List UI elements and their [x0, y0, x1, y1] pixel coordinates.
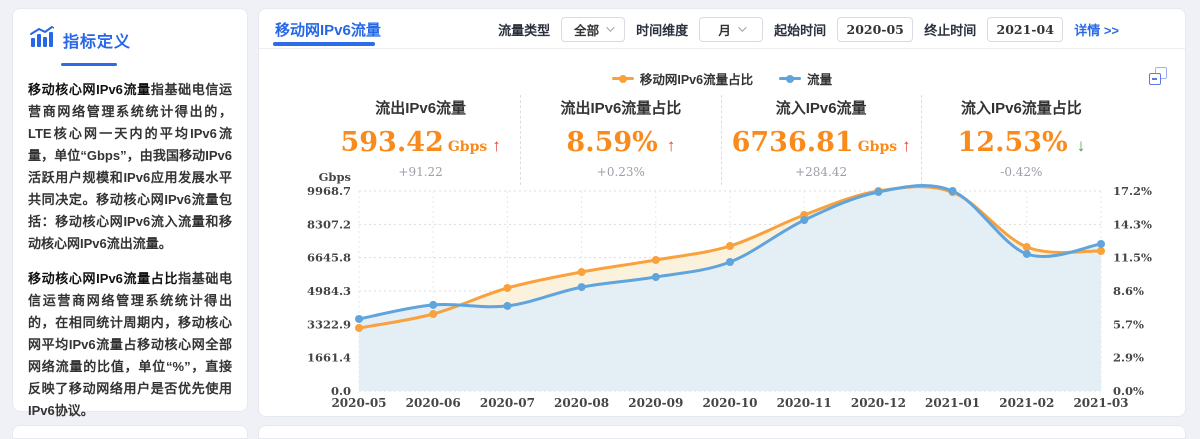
svg-text:17.2%: 17.2%	[1113, 184, 1152, 198]
definition-card-header: 指标定义	[13, 9, 247, 54]
stat-delta: +0.23%	[596, 165, 645, 179]
stat-inbound-ratio: 流入IPv6流量占比 12.53% ↓ -0.42%	[920, 95, 1121, 185]
svg-text:2021-02: 2021-02	[999, 396, 1054, 410]
definition-card-title: 指标定义	[63, 33, 132, 51]
svg-text:5.7%: 5.7%	[1113, 317, 1144, 331]
svg-text:4984.3: 4984.3	[307, 284, 351, 298]
svg-text:2020-05: 2020-05	[331, 396, 386, 410]
copy-chart-icon[interactable]	[1149, 67, 1167, 85]
svg-text:2020-12: 2020-12	[851, 396, 906, 410]
svg-text:2021-01: 2021-01	[925, 396, 980, 410]
time-dimension-label: 时间维度	[636, 22, 689, 38]
stats-row: 流出IPv6流量 593.42 Gbps ↑ +91.22 流出IPv6流量占比 8…	[321, 95, 1121, 185]
legend-label: 流量	[807, 73, 833, 87]
stat-label: 流入IPv6流量	[775, 100, 867, 117]
svg-text:2020-11: 2020-11	[777, 396, 832, 410]
svg-text:8.6%: 8.6%	[1113, 284, 1144, 298]
stat-label: 流入IPv6流量占比	[960, 100, 1082, 117]
time-dimension-value: 月	[718, 23, 731, 38]
blue-line-marker-icon	[779, 74, 802, 83]
traffic-type-label: 流量类型	[498, 22, 551, 38]
stat-unit: Gbps	[447, 139, 488, 155]
trend-up-icon: ↑	[492, 136, 501, 155]
term-name: 移动核心网IPv6流量	[28, 82, 151, 97]
svg-text:Gbps: Gbps	[319, 170, 351, 184]
stat-value: 593.42	[340, 127, 444, 158]
traffic-type-select[interactable]: 全部	[561, 16, 626, 42]
svg-text:0.0: 0.0	[331, 384, 351, 398]
trend-down-icon: ↓	[1076, 136, 1086, 155]
stat-delta: -0.42%	[1000, 165, 1043, 179]
traffic-panel-card: 移动网IPv6流量 流量类型 全部 时间维度 月 起始时间 终止时间 详情 >>…	[258, 8, 1186, 417]
svg-text:2020-10: 2020-10	[702, 396, 757, 410]
svg-text:11.5%: 11.5%	[1113, 251, 1152, 265]
svg-text:2020-09: 2020-09	[628, 396, 683, 410]
legend-item-ratio[interactable]: 移动网IPv6流量占比	[611, 69, 754, 88]
stat-delta: +91.22	[398, 165, 443, 179]
filter-bar: 流量类型 全部 时间维度 月 起始时间 终止时间 详情 >>	[498, 9, 1119, 49]
stat-value: 8.59%	[566, 127, 658, 158]
svg-text:6645.8: 6645.8	[307, 251, 351, 265]
bar-chart-trend-icon	[29, 25, 55, 54]
svg-text:9968.7: 9968.7	[307, 184, 351, 198]
stat-outbound-traffic: 流出IPv6流量 593.42 Gbps ↑ +91.22	[321, 95, 520, 185]
next-sidebar-card-edge	[12, 425, 248, 439]
orange-line-marker-icon	[611, 74, 634, 83]
detail-link[interactable]: 详情 >>	[1074, 22, 1119, 38]
term-name: 移动核心网IPv6流量占比	[28, 271, 179, 286]
trend-up-icon: ↑	[902, 136, 911, 155]
term-definition: 指基础电信运营商网络管理系统统计得出的，在相同统计周期内，移动核心网平均IPv6…	[28, 271, 232, 418]
traffic-line-chart[interactable]: 0.0 0.0% 1661.4 2.9% 3322.9 5.7% 4984.3 8.6% 664…	[259, 167, 1187, 417]
stat-value: 12.53%	[957, 127, 1068, 158]
svg-text:14.3%: 14.3%	[1113, 217, 1152, 231]
active-tab-underline	[273, 42, 375, 46]
stat-outbound-ratio: 流出IPv6流量占比 8.59% ↑ +0.23%	[520, 95, 720, 185]
trend-up-icon: ↑	[666, 136, 676, 155]
traffic-type-value: 全部	[574, 23, 600, 38]
stat-label: 流出IPv6流量占比	[560, 100, 682, 117]
svg-text:8307.2: 8307.2	[307, 217, 351, 231]
svg-text:1661.4: 1661.4	[307, 351, 351, 365]
copy-icon-front-square	[1149, 73, 1161, 85]
chart-legend: 移动网IPv6流量占比 流量	[259, 69, 1185, 88]
svg-text:2020-06: 2020-06	[406, 396, 461, 410]
start-time-label: 起始时间	[774, 22, 827, 38]
legend-item-traffic[interactable]: 流量	[779, 69, 832, 88]
panel-header: 移动网IPv6流量 流量类型 全部 时间维度 月 起始时间 终止时间 详情 >>	[259, 9, 1185, 49]
tab-mobile-ipv6-traffic[interactable]: 移动网IPv6流量	[275, 22, 381, 39]
svg-text:2020-08: 2020-08	[554, 396, 609, 410]
svg-text:2.9%: 2.9%	[1113, 351, 1144, 365]
chevron-down-icon	[738, 23, 747, 32]
svg-text:2021-03: 2021-03	[1073, 396, 1128, 410]
chevron-down-icon	[606, 23, 615, 32]
definition-paragraph: 移动核心网IPv6流量指基础电信运营商网络管理系统统计得出的，LTE核心网一天内…	[13, 79, 247, 255]
stat-unit: Gbps	[857, 139, 898, 155]
stat-inbound-traffic: 流入IPv6流量 6736.81 Gbps ↑ +284.42	[720, 95, 921, 185]
legend-label: 移动网IPv6流量占比	[639, 73, 754, 87]
definition-paragraph: 移动核心网IPv6流量占比指基础电信运营商网络管理系统统计得出的，在相同统计周期…	[13, 268, 247, 422]
title-underline	[61, 63, 117, 66]
svg-text:3322.9: 3322.9	[307, 317, 351, 331]
stat-value: 6736.81	[731, 127, 854, 158]
stat-label: 流出IPv6流量	[375, 100, 467, 117]
end-time-label: 终止时间	[924, 22, 977, 38]
next-panel-card-edge	[258, 425, 1186, 439]
definition-card: 指标定义 移动核心网IPv6流量指基础电信运营商网络管理系统统计得出的，LTE核…	[12, 8, 248, 418]
end-time-input[interactable]	[987, 16, 1064, 42]
term-definition: 指基础电信运营商网络管理系统统计得出的，LTE核心网一天内的平均IPv6流量，单…	[28, 82, 232, 251]
stat-delta: +284.42	[795, 165, 848, 179]
svg-text:0.0%: 0.0%	[1113, 384, 1144, 398]
svg-text:2020-07: 2020-07	[480, 396, 535, 410]
time-dimension-select[interactable]: 月	[699, 16, 764, 42]
start-time-input[interactable]	[837, 16, 914, 42]
